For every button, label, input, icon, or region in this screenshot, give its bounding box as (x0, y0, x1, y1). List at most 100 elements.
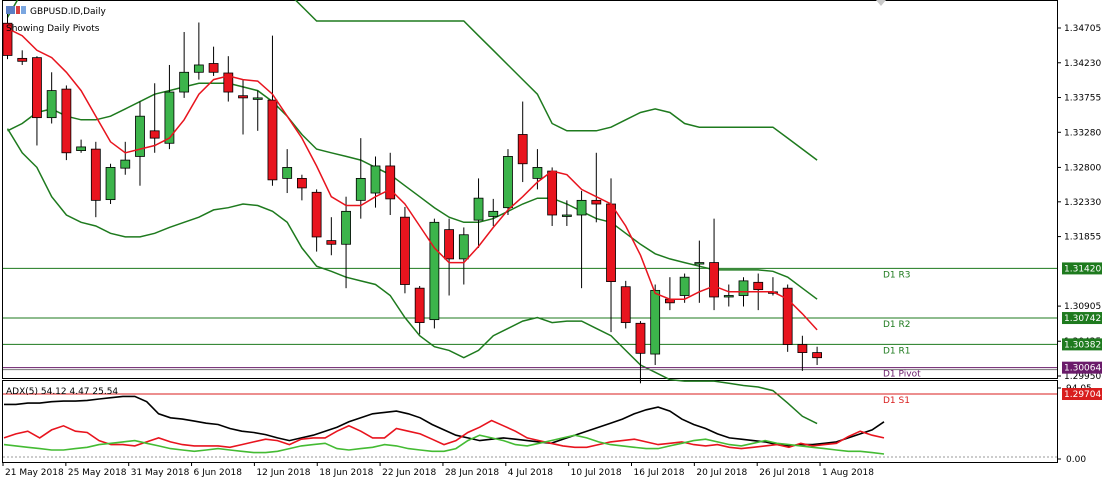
candle-body-15 (223, 72, 234, 93)
candle-body-54 (797, 344, 808, 353)
time-tick-label-12: 26 Jul 2018 (759, 468, 810, 478)
time-tick-label-0: 21 May 2018 (5, 468, 64, 478)
candle-body-22 (326, 240, 337, 245)
adx-tick-label-1: 0.00 (1066, 455, 1086, 465)
candle-body-38 (561, 214, 572, 217)
pivot-badge-4 (1062, 388, 1102, 401)
candle-body-5 (76, 146, 86, 151)
price-tick-label-6: 1.31855 (1064, 233, 1101, 243)
candle-body-48 (709, 262, 719, 298)
candle-body-24 (355, 177, 366, 201)
candle-body-28 (414, 287, 425, 323)
time-tick-label-3: 6 Jun 2018 (194, 468, 243, 478)
pivot-badge-text-1: 1.30742 (1064, 314, 1101, 324)
candle-body-6 (90, 148, 101, 201)
price-tick-label-4: 1.32800 (1064, 163, 1101, 173)
candle-body-9 (135, 115, 145, 157)
pivot-label-3: D1 Pivot (883, 370, 921, 380)
pivot-badge-2 (1062, 338, 1102, 351)
adx-series-2 (3, 434, 885, 455)
candle-body-25 (370, 165, 381, 194)
time-tick-label-8: 4 Jul 2018 (508, 468, 553, 478)
price-tick-label-5: 1.32330 (1064, 198, 1101, 208)
price-tick-label-9: 1.29950 (1064, 372, 1101, 382)
chart-shift-marker-icon[interactable] (876, 0, 886, 6)
chart-title: GBPUSD.ID,Daily (30, 7, 107, 17)
candle-body-27 (400, 216, 410, 285)
candle-body-46 (679, 276, 690, 296)
candle-body-17 (252, 97, 263, 100)
candle-body-49 (723, 295, 734, 298)
candle-body-8 (120, 159, 131, 169)
moving-average-line (7, 27, 818, 331)
candle-body-51 (753, 281, 764, 291)
time-tick-label-13: 1 Aug 2018 (822, 468, 874, 478)
pivot-label-1: D1 R2 (883, 320, 911, 330)
candle-body-42 (620, 286, 631, 323)
candle-body-44 (650, 289, 661, 355)
chart-window-icon (6, 6, 26, 14)
candle-body-1 (17, 57, 28, 62)
candle-body-50 (738, 280, 749, 296)
candle-body-10 (149, 130, 160, 139)
pivot-badge-text-4: 1.29704 (1064, 390, 1101, 400)
candle-body-18 (267, 99, 278, 181)
candle-body-2 (32, 57, 42, 119)
price-tick-label-2: 1.33755 (1064, 94, 1101, 104)
candle-body-33 (488, 210, 499, 217)
candle-body-26 (385, 165, 396, 200)
pivot-badge-1 (1062, 312, 1102, 325)
candle-body-21 (311, 191, 322, 238)
pivot-badge-text-2: 1.30382 (1064, 340, 1101, 350)
adx-series-1 (3, 419, 885, 450)
pivot-label-2: D1 R1 (883, 346, 911, 356)
candle-body-39 (576, 199, 587, 216)
candle-body-55 (812, 352, 822, 359)
candle-body-13 (193, 64, 204, 73)
pivot-badge-text-0: 1.31420 (1064, 264, 1101, 274)
candle-body-34 (503, 156, 513, 209)
chart-subtitle: Showing Daily Pivots (6, 24, 100, 34)
candle-body-37 (547, 170, 558, 216)
candle-body-41 (606, 203, 616, 282)
price-tick-label-0: 1.34705 (1064, 24, 1101, 34)
candle-body-19 (282, 167, 293, 179)
time-tick-label-1: 25 May 2018 (68, 468, 127, 478)
price-tick-label-7: 1.30905 (1064, 302, 1101, 312)
candle-body-12 (179, 71, 190, 93)
candle-body-20 (296, 177, 307, 189)
candle-body-30 (444, 229, 455, 260)
adx-series-0 (4, 395, 885, 447)
pivot-badge-3 (1062, 361, 1102, 374)
candle-body-31 (458, 234, 469, 260)
band-upper-line (6, 0, 818, 161)
candle-body-43 (635, 322, 646, 354)
candle-body-40 (591, 199, 602, 205)
band-lower-line (6, 128, 818, 425)
candle-body-53 (782, 287, 793, 345)
time-tick-label-7: 28 Jun 2018 (445, 468, 499, 478)
candle-body-36 (532, 167, 543, 179)
time-tick-label-2: 31 May 2018 (131, 468, 190, 478)
price-tick-label-1: 1.34230 (1064, 59, 1101, 69)
adx-panel-frame (2, 380, 1058, 463)
time-tick-label-10: 16 Jul 2018 (634, 468, 685, 478)
candle-body-32 (473, 197, 484, 221)
candle-body-47 (694, 262, 705, 265)
pivot-badge-0 (1062, 262, 1102, 275)
time-tick-label-4: 12 Jun 2018 (256, 468, 310, 478)
time-tick-label-5: 18 Jun 2018 (319, 468, 373, 478)
pivot-label-0: D1 R3 (883, 270, 911, 280)
candle-body-0 (2, 22, 13, 56)
time-tick-label-6: 22 Jun 2018 (382, 468, 436, 478)
candle-body-7 (105, 167, 116, 201)
candle-body-23 (341, 210, 351, 245)
candle-body-35 (517, 134, 528, 165)
pivot-badge-text-3: 1.30064 (1064, 364, 1101, 374)
candle-body-3 (46, 90, 57, 119)
time-tick-label-11: 20 Jul 2018 (696, 468, 747, 478)
pivot-label-4: D1 S1 (883, 396, 910, 406)
candle-body-16 (238, 95, 248, 99)
candle-body-11 (164, 91, 175, 144)
